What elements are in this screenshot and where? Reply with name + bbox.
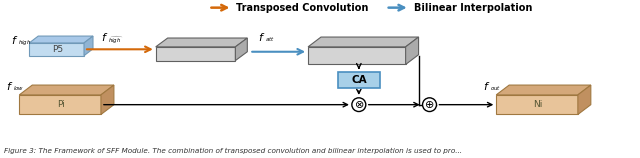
Text: $f$: $f$ <box>6 80 13 92</box>
Text: Bilinear Interpolation: Bilinear Interpolation <box>413 3 532 13</box>
Text: Pi: Pi <box>57 100 65 109</box>
Text: $_{out}$: $_{out}$ <box>490 85 501 94</box>
Text: $\otimes$: $\otimes$ <box>354 99 364 110</box>
Polygon shape <box>19 85 114 95</box>
Text: $f$: $f$ <box>101 31 108 43</box>
Polygon shape <box>29 36 93 43</box>
Text: Figure 3: The Framework of SFF Module. The combination of transposed convolution: Figure 3: The Framework of SFF Module. T… <box>4 148 462 154</box>
Circle shape <box>352 98 366 112</box>
Text: P5: P5 <box>52 45 63 54</box>
Text: $_{\widehat{high}}$: $_{\widehat{high}}$ <box>108 34 124 46</box>
FancyBboxPatch shape <box>338 72 380 88</box>
Polygon shape <box>84 36 93 56</box>
Text: $_{high}$: $_{high}$ <box>19 38 32 48</box>
Polygon shape <box>308 47 406 64</box>
Text: $f$: $f$ <box>259 31 266 43</box>
Polygon shape <box>496 85 591 95</box>
Text: $f$: $f$ <box>483 80 491 92</box>
Polygon shape <box>308 37 419 47</box>
Text: Transposed Convolution: Transposed Convolution <box>236 3 369 13</box>
Text: Ni: Ni <box>533 100 543 109</box>
Text: $\oplus$: $\oplus$ <box>424 99 435 110</box>
Text: CA: CA <box>351 75 367 85</box>
Text: $f$: $f$ <box>12 34 19 46</box>
Circle shape <box>422 98 436 112</box>
Polygon shape <box>406 37 419 64</box>
Polygon shape <box>156 47 236 61</box>
Polygon shape <box>29 43 84 56</box>
Polygon shape <box>101 85 114 114</box>
Polygon shape <box>236 38 247 61</box>
Text: $_{low}$: $_{low}$ <box>13 85 24 94</box>
Polygon shape <box>156 38 247 47</box>
Polygon shape <box>496 95 578 114</box>
Polygon shape <box>19 95 101 114</box>
Text: $_{att}$: $_{att}$ <box>265 36 275 45</box>
Polygon shape <box>578 85 591 114</box>
